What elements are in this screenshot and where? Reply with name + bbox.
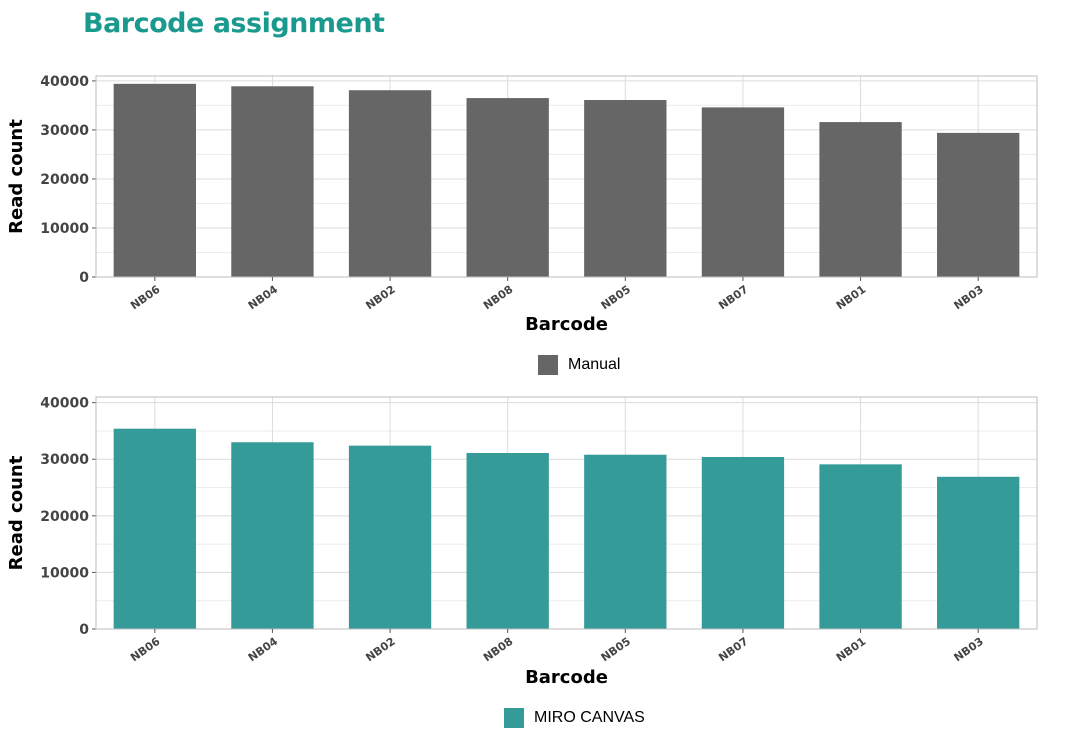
manual-bar-nb06 [113, 83, 196, 277]
miro-bar-nb03 [937, 476, 1020, 629]
miro-ytick-label: 20000 [40, 509, 89, 525]
miro-bar-nb01 [819, 464, 902, 629]
manual-bar-nb01 [819, 122, 902, 278]
manual-ytick-label: 40000 [40, 74, 89, 90]
manual-panel-border [95, 75, 1038, 278]
miro-panel-border [95, 396, 1038, 630]
manual-bar-nb04 [231, 86, 314, 277]
miro-ytick-label: 10000 [40, 565, 89, 581]
manual-bar-nb03 [937, 132, 1020, 277]
manual-y-axis-title: Read count [6, 119, 27, 234]
manual-x-axis-title: Barcode [525, 314, 608, 335]
miro-xtick-label: NB05 [599, 635, 633, 665]
manual-bar-nb08 [466, 98, 549, 277]
miro-ytick-label: 0 [79, 622, 89, 638]
miro-legend: MIRO CANVAS [504, 708, 645, 728]
manual-legend: Manual [538, 355, 620, 375]
miro-xtick-label: NB04 [246, 635, 281, 665]
manual-ytick-label: 20000 [40, 172, 89, 188]
miro-xtick-label: NB07 [716, 635, 750, 665]
page-title: Barcode assignment [83, 8, 385, 39]
miro-legend-swatch [504, 708, 524, 728]
manual-bar-nb02 [348, 90, 432, 277]
miro-xtick-label: NB02 [363, 635, 397, 665]
manual-legend-label: Manual [568, 356, 621, 373]
manual-bar-nb07 [701, 107, 785, 277]
manual-legend-swatch [538, 355, 558, 375]
miro-xtick-label: NB03 [951, 635, 985, 665]
miro-xtick-label: NB01 [834, 635, 868, 665]
miro-xtick-label: NB06 [128, 635, 163, 665]
miro-bar-nb05 [584, 454, 667, 629]
miro-ytick-label: 30000 [40, 452, 89, 468]
miro-xtick-label: NB08 [481, 635, 515, 665]
manual-bar-nb05 [584, 100, 667, 278]
manual-ytick-label: 10000 [40, 221, 89, 237]
miro-ytick-label: 40000 [40, 396, 89, 412]
miro-bar-nb07 [701, 456, 785, 629]
miro-bar-nb08 [466, 453, 549, 629]
manual-ytick-label: 0 [79, 270, 89, 286]
miro-bar-nb02 [348, 445, 432, 629]
miro-bar-nb04 [231, 442, 314, 629]
miro-x-axis-title: Barcode [525, 667, 608, 688]
miro-y-axis-title: Read count [6, 455, 27, 570]
miro-bar-nb06 [113, 428, 196, 629]
manual-ytick-label: 30000 [40, 123, 89, 139]
miro-legend-label: MIRO CANVAS [534, 709, 645, 726]
